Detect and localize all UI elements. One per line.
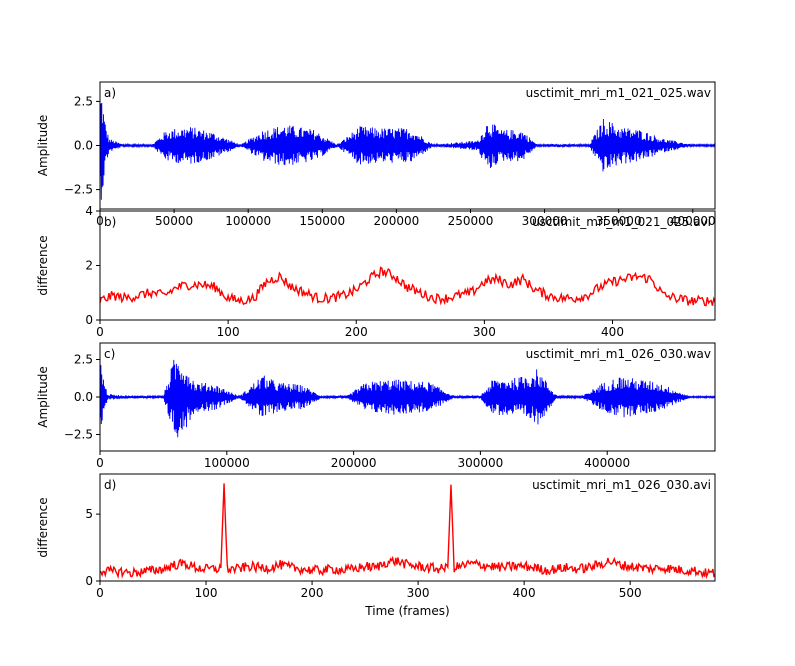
y-tick-label: 4 [85, 204, 93, 218]
y-tick-label: −2.5 [64, 183, 93, 197]
x-tick-label: 400000 [670, 214, 716, 228]
y-axis-label: Amplitude [36, 115, 50, 177]
panel-title: usctimit_mri_m1_021_025.wav [526, 86, 711, 100]
x-tick-label: 350000 [596, 214, 642, 228]
x-tick-label: 200 [301, 586, 324, 600]
x-tick-label: 400 [601, 325, 624, 339]
y-tick-label: 2.5 [74, 94, 93, 108]
x-tick-label: 100000 [225, 214, 271, 228]
panel-title: usctimit_mri_m1_026_030.wav [526, 347, 711, 361]
y-tick-label: 5 [85, 507, 93, 521]
x-tick-label: 0 [96, 456, 104, 470]
y-tick-label: 0.0 [74, 139, 93, 153]
y-axis-label: difference [36, 235, 50, 295]
y-tick-label: −2.5 [64, 428, 93, 442]
series-line [100, 266, 715, 307]
panel-3: 0 100000 200000 300000 400000 −2.5 0.0 2.5 Ampli… [36, 342, 716, 470]
panel-title: usctimit_mri_m1_026_030.avi [532, 478, 711, 492]
panel-label: a) [104, 86, 116, 100]
x-tick-label: 150000 [299, 214, 345, 228]
x-tick-label: 400000 [584, 456, 630, 470]
x-tick-label: 0 [96, 325, 104, 339]
y-axis-label: difference [36, 497, 50, 557]
y-axis-label: Amplitude [36, 366, 50, 428]
panel-title: usctimit_mri_m1_021_025.avi [532, 215, 711, 229]
x-axis-label: Time (frames) [364, 604, 449, 618]
x-tick-label: 400 [513, 586, 536, 600]
series-line [100, 359, 715, 438]
x-tick-label: 100 [195, 586, 218, 600]
x-tick-label: 100 [217, 325, 240, 339]
y-tick-label: 2.5 [74, 353, 93, 367]
panel-1: 0 50000 100000 150000 200000 250000 300000 3500… [36, 81, 716, 228]
x-tick-label: 0 [96, 586, 104, 600]
y-tick-label: 0 [85, 313, 93, 327]
y-tick-label: 0.0 [74, 390, 93, 404]
x-tick-label: 200 [345, 325, 368, 339]
panel-label: b) [104, 215, 116, 229]
x-tick-label: 200000 [331, 456, 377, 470]
x-tick-label: 300000 [458, 456, 504, 470]
axes-frame [99, 473, 716, 582]
panel-label: d) [104, 478, 116, 492]
y-tick-label: 0 [85, 574, 93, 588]
x-tick-label: 500 [619, 586, 642, 600]
x-tick-label: 100000 [204, 456, 250, 470]
x-tick-label: 300 [407, 586, 430, 600]
x-tick-label: 300 [473, 325, 496, 339]
panel-2: 0 100 200 300 400 0 2 4 difference b) usctimit_mri… [36, 204, 716, 339]
y-tick-label: 2 [85, 259, 93, 273]
panel-4: 0 100 200 300 400 500 0 5 difference d) usctimit_m… [36, 473, 716, 618]
panel-label: c) [104, 347, 115, 361]
x-tick-label: 50000 [155, 214, 193, 228]
x-tick-label: 250000 [448, 214, 494, 228]
x-tick-label: 300000 [522, 214, 568, 228]
series-line [100, 483, 715, 580]
series-line [100, 101, 715, 200]
x-tick-label: 200000 [373, 214, 419, 228]
